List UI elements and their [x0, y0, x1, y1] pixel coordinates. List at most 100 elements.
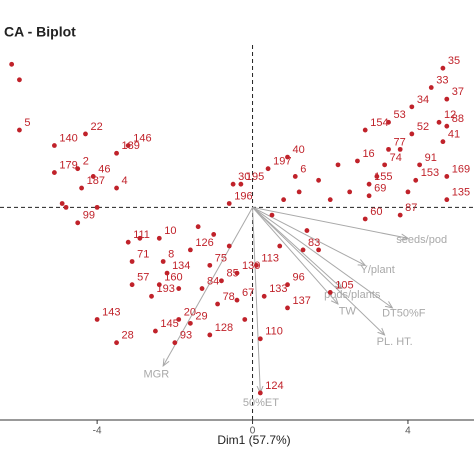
point [129, 259, 135, 264]
point-label: 6 [300, 163, 306, 175]
point [261, 293, 267, 299]
point [153, 328, 158, 334]
x-tick-label: -4 [93, 426, 102, 437]
point [199, 286, 205, 291]
point [362, 216, 368, 222]
point-label: 134 [172, 260, 190, 272]
point [164, 270, 170, 276]
point [94, 204, 100, 210]
point-label: 83 [308, 237, 320, 249]
point [347, 189, 353, 195]
point-label: 128 [215, 322, 233, 334]
point [125, 239, 131, 245]
point [374, 174, 380, 179]
point-label: 169 [452, 163, 470, 175]
point [51, 170, 57, 175]
point-label: 71 [137, 248, 149, 260]
point [242, 317, 248, 322]
point-label: 33 [436, 74, 448, 86]
variable-label: DT50%F [382, 308, 426, 320]
point [335, 162, 341, 168]
point-label: 153 [421, 167, 439, 179]
point-label: 5 [24, 117, 30, 129]
point [417, 162, 423, 168]
point-label: 84 [207, 275, 219, 287]
point [234, 270, 240, 276]
point [17, 77, 22, 83]
point-label: 189 [122, 140, 140, 152]
variable-arrow [252, 207, 261, 393]
point [195, 224, 201, 230]
point-label: 146 [133, 132, 151, 144]
point [413, 177, 419, 183]
point-label: 143 [102, 306, 120, 318]
point [125, 143, 131, 148]
point [207, 262, 213, 268]
point [300, 247, 306, 253]
point [17, 127, 22, 133]
point-label: 40 [293, 144, 305, 156]
point-label: 35 [448, 55, 460, 67]
point [187, 247, 193, 253]
point [156, 282, 162, 288]
point-label: 20 [184, 306, 196, 318]
point-label: 91 [425, 152, 437, 164]
variable-arrow [252, 207, 338, 304]
point-label: 41 [448, 129, 460, 141]
point [440, 139, 446, 145]
point-label: 135 [452, 187, 470, 199]
point-label: 93 [180, 330, 192, 342]
point [156, 235, 162, 241]
point-label: 67 [242, 287, 254, 299]
point-label: 46 [98, 163, 110, 175]
point-label: 113 [261, 252, 279, 264]
point [215, 301, 220, 307]
point [285, 282, 290, 288]
point [137, 235, 143, 241]
point-label: 52 [417, 121, 429, 133]
point-label: 8 [168, 248, 174, 260]
point-label: 197 [273, 156, 291, 168]
point [409, 131, 415, 137]
point-label: 22 [90, 121, 102, 133]
point [316, 247, 321, 253]
x-axis-label: Dim1 (57.7%) [217, 433, 290, 447]
point [59, 201, 65, 206]
point-label: 137 [293, 295, 311, 307]
point [444, 174, 450, 179]
point [382, 162, 388, 168]
point [149, 293, 154, 299]
point [75, 220, 81, 226]
point [269, 212, 275, 218]
point [444, 96, 450, 102]
variable-label: MGR [143, 368, 169, 380]
point-label: 37 [452, 86, 464, 98]
point [444, 197, 450, 203]
point-label: 145 [160, 318, 178, 330]
point [160, 259, 166, 264]
point [296, 189, 302, 195]
point [257, 390, 263, 396]
point [386, 146, 391, 152]
point [75, 166, 81, 172]
point [114, 340, 119, 346]
point [129, 282, 135, 288]
point-label: 105 [335, 279, 353, 291]
point [176, 317, 182, 322]
point-label: 96 [293, 272, 305, 284]
point-label: 195 [246, 171, 264, 183]
point [230, 181, 236, 187]
point-label: 130 [242, 260, 260, 272]
point [428, 85, 434, 90]
point [83, 131, 88, 137]
point [226, 201, 232, 206]
point [444, 123, 450, 129]
point-label: 179 [59, 159, 77, 171]
point [187, 320, 193, 326]
point-label: 69 [374, 183, 386, 195]
point [9, 61, 15, 67]
point [281, 197, 287, 203]
point [285, 305, 290, 311]
